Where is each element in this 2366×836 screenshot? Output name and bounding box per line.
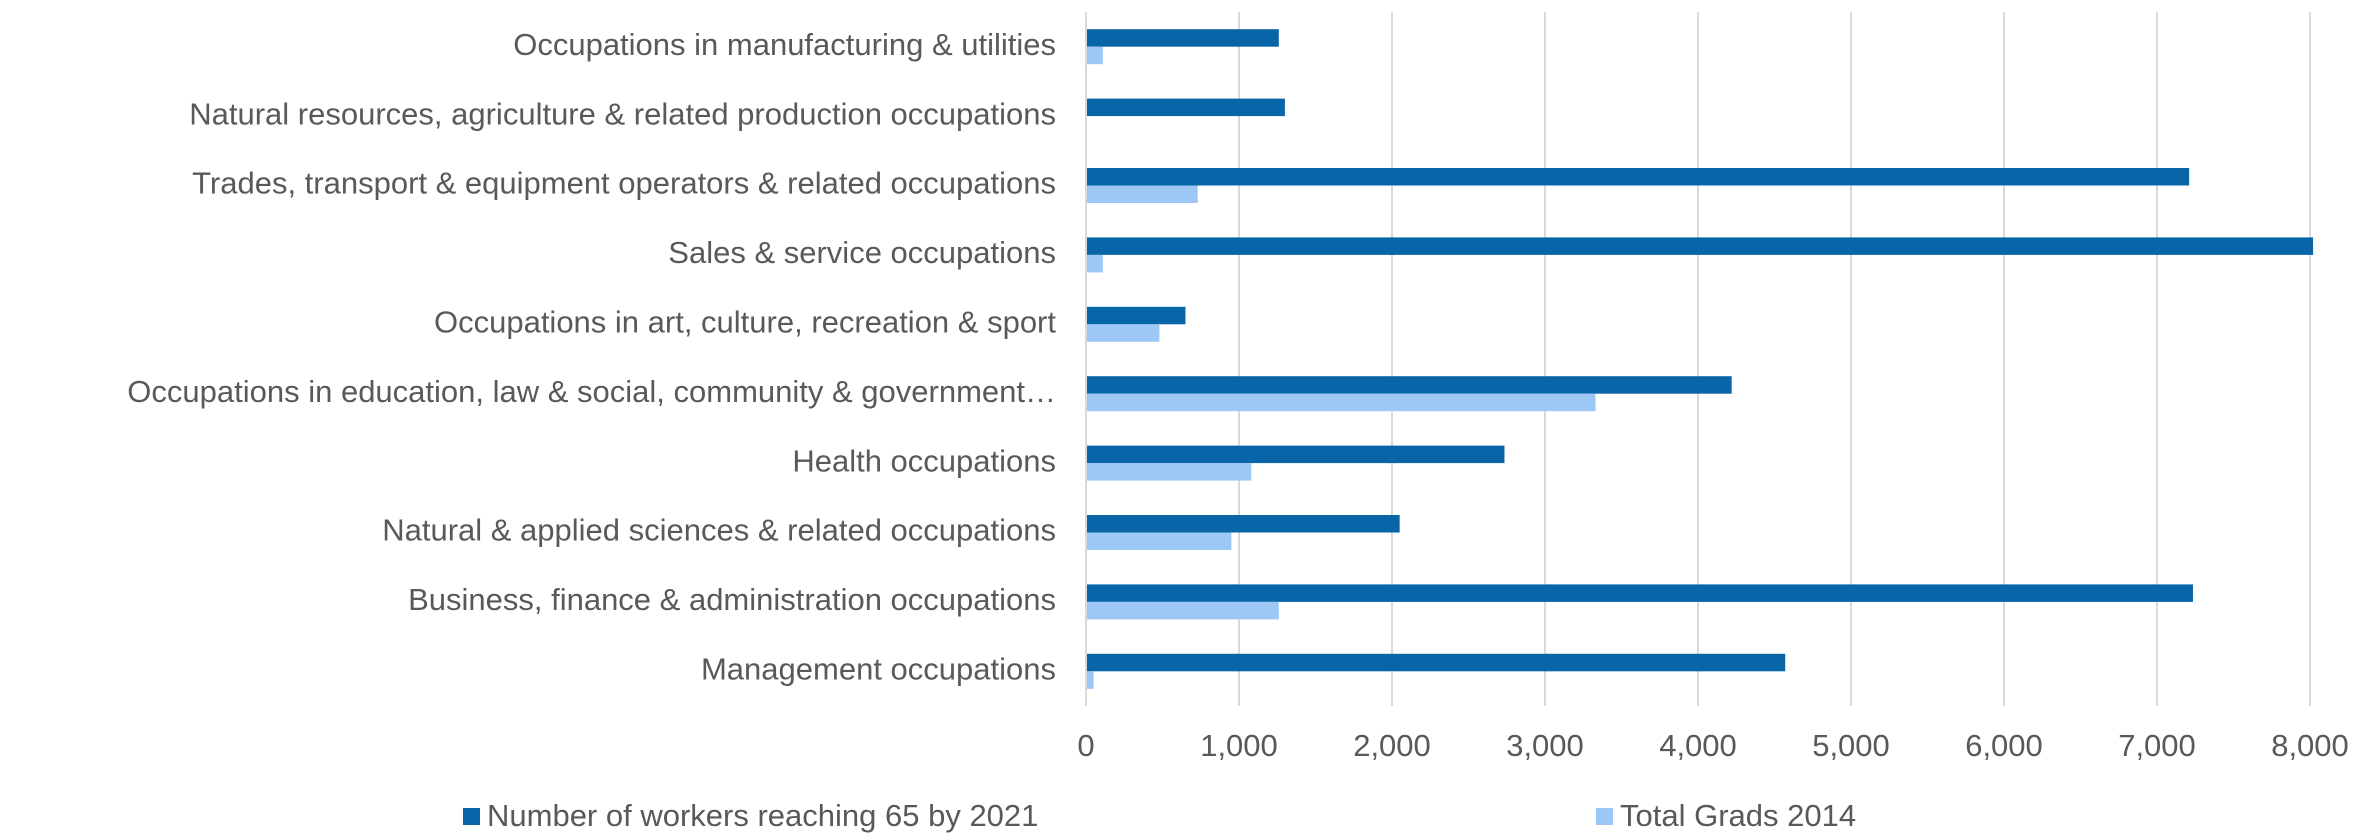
- bar: [1086, 324, 1160, 342]
- bar: [1086, 254, 1103, 273]
- bar: [1086, 671, 1094, 689]
- x-tick-label: 6,000: [1965, 728, 2043, 763]
- x-tick-label: 8,000: [2271, 728, 2349, 763]
- x-tick-label: 0: [1077, 728, 1094, 763]
- bar: [1086, 306, 1186, 325]
- legend-label: Total Grads 2014: [1620, 798, 1856, 833]
- legend-swatch: [463, 808, 480, 825]
- bar: [1086, 376, 1732, 394]
- bar: [1086, 185, 1198, 203]
- y-tick-label: Natural resources, agriculture & related…: [189, 96, 1056, 131]
- x-tick-label: 7,000: [2118, 728, 2196, 763]
- y-tick-label: Management occupations: [701, 651, 1056, 686]
- x-tick-label: 2,000: [1353, 728, 1431, 763]
- bar: [1086, 29, 1279, 47]
- y-tick-label: Natural & applied sciences & related occ…: [382, 513, 1056, 548]
- y-tick-label: Sales & service occupations: [668, 235, 1056, 270]
- bar: [1086, 584, 2193, 602]
- bar: [1086, 463, 1252, 481]
- bar: [1086, 98, 1285, 117]
- x-tick-label: 4,000: [1659, 728, 1737, 763]
- bar: [1086, 653, 1786, 672]
- x-tick-label: 1,000: [1200, 728, 1278, 763]
- legend-label: Number of workers reaching 65 by 2021: [487, 798, 1038, 833]
- y-tick-label: Health occupations: [792, 443, 1056, 478]
- y-tick-label: Occupations in education, law & social, …: [127, 374, 1056, 409]
- bar: [1086, 601, 1279, 620]
- bar: [1086, 168, 2190, 186]
- y-tick-label: Business, finance & administration occup…: [408, 582, 1056, 617]
- y-tick-label: Trades, transport & equipment operators …: [192, 166, 1056, 201]
- y-tick-label: Occupations in manufacturing & utilities: [513, 27, 1056, 62]
- x-tick-label: 5,000: [1812, 728, 1890, 763]
- y-tick-label: Occupations in art, culture, recreation …: [434, 304, 1056, 339]
- bar: [1086, 237, 2314, 255]
- bar: [1086, 445, 1505, 464]
- bar: [1086, 393, 1596, 412]
- x-tick-label: 3,000: [1506, 728, 1584, 763]
- bar: [1086, 532, 1232, 550]
- bar: [1086, 46, 1103, 65]
- legend-swatch: [1596, 808, 1613, 825]
- bar: [1086, 515, 1400, 533]
